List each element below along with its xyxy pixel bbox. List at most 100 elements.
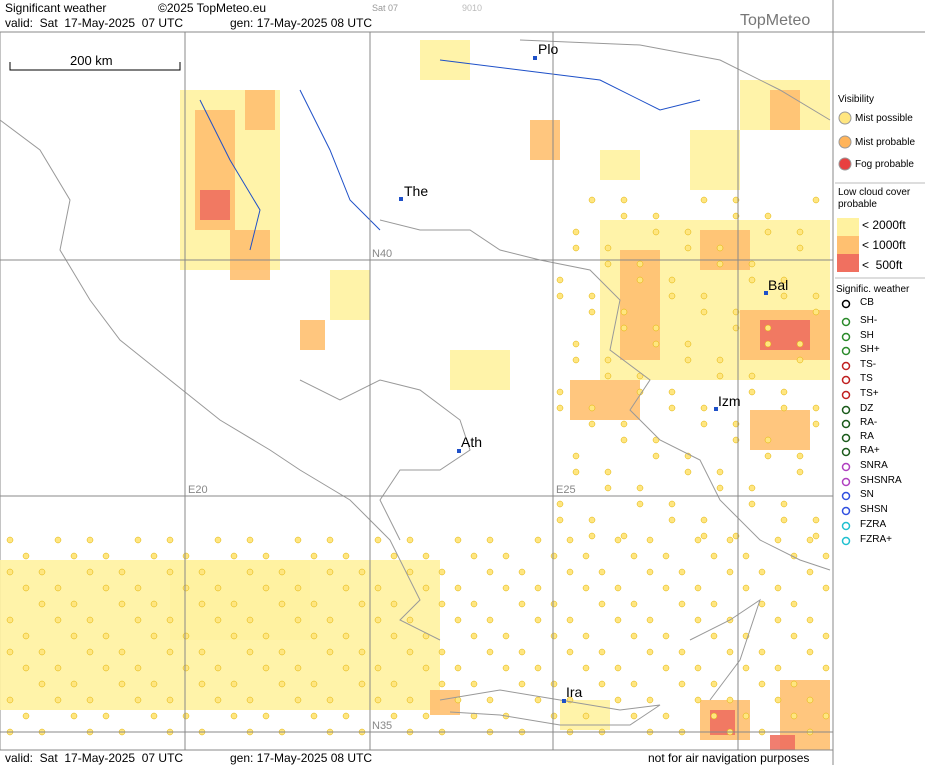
grid-label: E20 (188, 484, 208, 496)
mist-symbol (572, 356, 580, 364)
mist-symbol (326, 696, 334, 704)
mist-symbol (22, 552, 30, 560)
mist-symbol (246, 616, 254, 624)
weather-icon (841, 521, 851, 531)
mist-symbol (572, 340, 580, 348)
weather-icon (841, 462, 851, 472)
mist-symbol (684, 356, 692, 364)
mist-symbol (790, 712, 798, 720)
mist-symbol (38, 680, 46, 688)
mist-symbol (502, 632, 510, 640)
mist-symbol (588, 292, 596, 300)
mist-symbol (38, 648, 46, 656)
mist-symbol (310, 632, 318, 640)
mist-symbol (454, 616, 462, 624)
mist-symbol (6, 648, 14, 656)
mist-symbol (246, 696, 254, 704)
mist-symbol (556, 500, 564, 508)
mist-symbol (556, 404, 564, 412)
legend-item: SHSN (860, 504, 888, 515)
mist-symbol (150, 632, 158, 640)
mist-symbol (326, 616, 334, 624)
mist-symbol (54, 584, 62, 592)
mist-symbol (102, 712, 110, 720)
mist-symbol (748, 388, 756, 396)
mist-symbol (742, 552, 750, 560)
mist-symbol (764, 436, 772, 444)
stamp: Sat 07 (372, 3, 399, 13)
mist-symbol (620, 324, 628, 332)
mist-symbol (582, 664, 590, 672)
mist-symbol (150, 552, 158, 560)
mist-symbol (310, 552, 318, 560)
mist-symbol (774, 696, 782, 704)
logo[interactable]: TopMeteo (740, 12, 811, 29)
mist-symbol (710, 712, 718, 720)
mist-symbol (652, 324, 660, 332)
mist-symbol (806, 616, 814, 624)
mist-symbol (406, 536, 414, 544)
mist-symbol (166, 536, 174, 544)
mist-symbol (662, 632, 670, 640)
mist-symbol (374, 584, 382, 592)
weather-icon (841, 433, 851, 443)
mist-symbol (806, 536, 814, 544)
mist-symbol (422, 712, 430, 720)
mist-symbol (556, 292, 564, 300)
mist-symbol (214, 696, 222, 704)
mist-symbol (780, 276, 788, 284)
mist-symbol (150, 712, 158, 720)
mist-symbol (812, 308, 820, 316)
weather-icon (841, 477, 851, 487)
mist-symbol (630, 680, 638, 688)
mist-symbol (726, 696, 734, 704)
weather-patch (200, 190, 230, 220)
mist-symbol (668, 276, 676, 284)
mist-symbol (716, 372, 724, 380)
mist-symbol (230, 680, 238, 688)
mist-symbol (556, 276, 564, 284)
mist-symbol (678, 648, 686, 656)
mist-symbol (764, 452, 772, 460)
grid-label: E25 (556, 484, 576, 496)
weather-patch (770, 90, 800, 130)
mist-symbol (716, 260, 724, 268)
mist-symbol (278, 600, 286, 608)
mist-symbol (422, 552, 430, 560)
mist-symbol (102, 552, 110, 560)
mist-symbol (470, 632, 478, 640)
mist-symbol (796, 228, 804, 236)
mist-symbol (134, 584, 142, 592)
mist-symbol (812, 532, 820, 540)
mist-symbol (556, 388, 564, 396)
mist-symbol (822, 584, 830, 592)
mist-symbol (566, 616, 574, 624)
weather-icon (841, 491, 851, 501)
mist-symbol (86, 696, 94, 704)
mist-symbol (550, 680, 558, 688)
mist-symbol (550, 600, 558, 608)
mist-symbol (102, 584, 110, 592)
mist-symbol (726, 536, 734, 544)
mist-symbol (262, 552, 270, 560)
mist-symbol (684, 244, 692, 252)
mist-symbol (588, 532, 596, 540)
mist-symbol (230, 552, 238, 560)
legend-item: SN (860, 489, 874, 500)
mist-symbol (694, 696, 702, 704)
mist-symbol (668, 404, 676, 412)
mist-symbol (230, 632, 238, 640)
legend-title: Signific. weather (836, 284, 910, 295)
mist-symbol (102, 664, 110, 672)
mist-symbol (710, 552, 718, 560)
mist-symbol (438, 600, 446, 608)
weather-icon (841, 375, 851, 385)
legend-item: RA- (860, 417, 878, 428)
mist-symbol (758, 600, 766, 608)
weather-patch (770, 735, 795, 750)
mist-symbol (694, 584, 702, 592)
mist-symbol (630, 632, 638, 640)
mist-symbol (278, 680, 286, 688)
mist-symbol (806, 696, 814, 704)
mist-symbol (518, 648, 526, 656)
